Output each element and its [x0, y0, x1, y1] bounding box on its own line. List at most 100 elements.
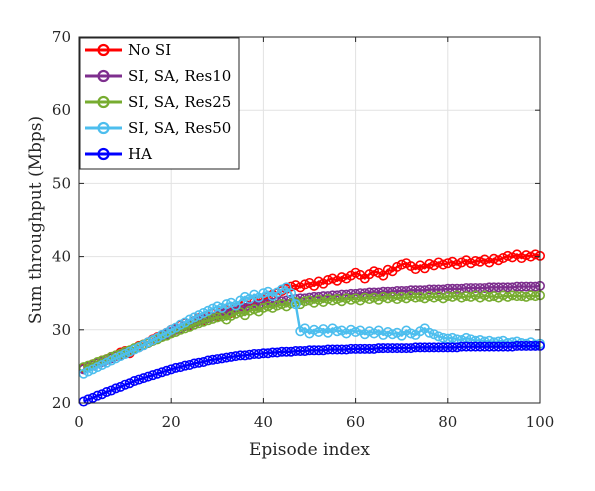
data-point	[249, 304, 260, 315]
data-point	[456, 341, 467, 352]
data-point	[387, 291, 398, 302]
data-point	[419, 293, 430, 304]
data-point	[507, 290, 518, 301]
data-point	[341, 293, 352, 304]
legend-marker	[97, 43, 110, 57]
data-point	[456, 257, 467, 268]
data-point	[332, 326, 343, 337]
data-point	[290, 346, 301, 357]
data-point	[364, 343, 375, 354]
series-ha	[78, 340, 545, 407]
data-point	[124, 378, 135, 389]
data-point	[415, 285, 426, 296]
data-point	[124, 346, 135, 357]
legend-label: SI, SA, Res10	[128, 67, 231, 85]
data-point	[97, 359, 108, 370]
data-point	[313, 276, 324, 287]
data-point	[498, 253, 509, 264]
series-si-sa-res50	[78, 282, 545, 379]
data-point	[525, 290, 536, 301]
x-tick-label: 40	[254, 413, 273, 431]
data-point	[156, 329, 167, 340]
data-point	[493, 255, 504, 266]
data-point	[369, 343, 380, 354]
data-point	[387, 343, 398, 354]
data-point	[442, 258, 453, 269]
data-point	[203, 305, 214, 316]
data-point	[516, 281, 527, 292]
data-point	[120, 379, 131, 390]
data-point	[318, 345, 329, 356]
data-point	[276, 284, 287, 295]
data-point	[299, 296, 310, 307]
data-point	[452, 259, 463, 270]
data-point	[392, 294, 403, 305]
data-point	[433, 331, 444, 342]
data-point	[438, 259, 449, 270]
data-point	[198, 307, 209, 318]
x-tick-label: 60	[346, 413, 365, 431]
data-point	[350, 293, 361, 304]
data-point	[401, 293, 412, 304]
data-point	[392, 343, 403, 354]
data-point	[336, 272, 347, 283]
data-point	[475, 283, 486, 294]
data-point	[322, 294, 333, 305]
data-point	[373, 343, 384, 354]
legend-label: HA	[128, 145, 152, 163]
data-point	[166, 324, 177, 335]
data-point	[184, 314, 195, 325]
data-point	[350, 343, 361, 354]
data-point	[433, 291, 444, 302]
data-point	[405, 343, 416, 354]
x-tick-labels: 0 20 40 60 80 100	[74, 413, 554, 431]
data-point	[424, 327, 435, 338]
data-point	[475, 256, 486, 267]
data-point	[272, 300, 283, 311]
data-point	[87, 392, 98, 403]
data-point	[484, 282, 495, 293]
data-point	[258, 348, 269, 359]
data-point	[249, 348, 260, 359]
data-point	[498, 341, 509, 352]
data-point	[276, 346, 287, 357]
data-point	[424, 258, 435, 269]
data-point	[364, 326, 375, 337]
legend-marker	[97, 147, 110, 161]
data-point	[396, 259, 407, 270]
data-point	[475, 341, 486, 352]
data-point	[525, 251, 536, 262]
data-point	[286, 288, 297, 299]
data-point	[239, 350, 250, 361]
data-point	[193, 310, 204, 321]
data-point	[299, 279, 310, 290]
data-point	[442, 291, 453, 302]
y-axis-label: Sum throughput (Mbps)	[26, 116, 46, 324]
data-point	[382, 343, 393, 354]
data-point	[166, 364, 177, 375]
data-point	[258, 302, 269, 313]
data-point	[143, 337, 154, 348]
data-point	[309, 324, 320, 335]
data-point	[511, 340, 522, 351]
data-point	[355, 343, 366, 354]
data-point	[484, 341, 495, 352]
data-point	[498, 290, 509, 301]
data-point	[410, 292, 421, 303]
data-point	[212, 354, 223, 365]
series-line	[83, 286, 541, 375]
data-point	[110, 353, 121, 364]
data-point	[438, 332, 449, 343]
data-point	[382, 326, 393, 337]
data-point	[106, 355, 117, 366]
legend-marker	[97, 95, 110, 109]
data-point	[267, 302, 278, 313]
data-point	[447, 332, 458, 343]
data-point	[507, 341, 518, 352]
legend: No SI SI, SA, Res10 SI, SA, Res25 SI, SA, R…	[79, 37, 240, 170]
data-point	[470, 290, 481, 301]
data-point	[387, 329, 398, 340]
data-point	[419, 342, 430, 353]
data-point	[479, 283, 490, 294]
